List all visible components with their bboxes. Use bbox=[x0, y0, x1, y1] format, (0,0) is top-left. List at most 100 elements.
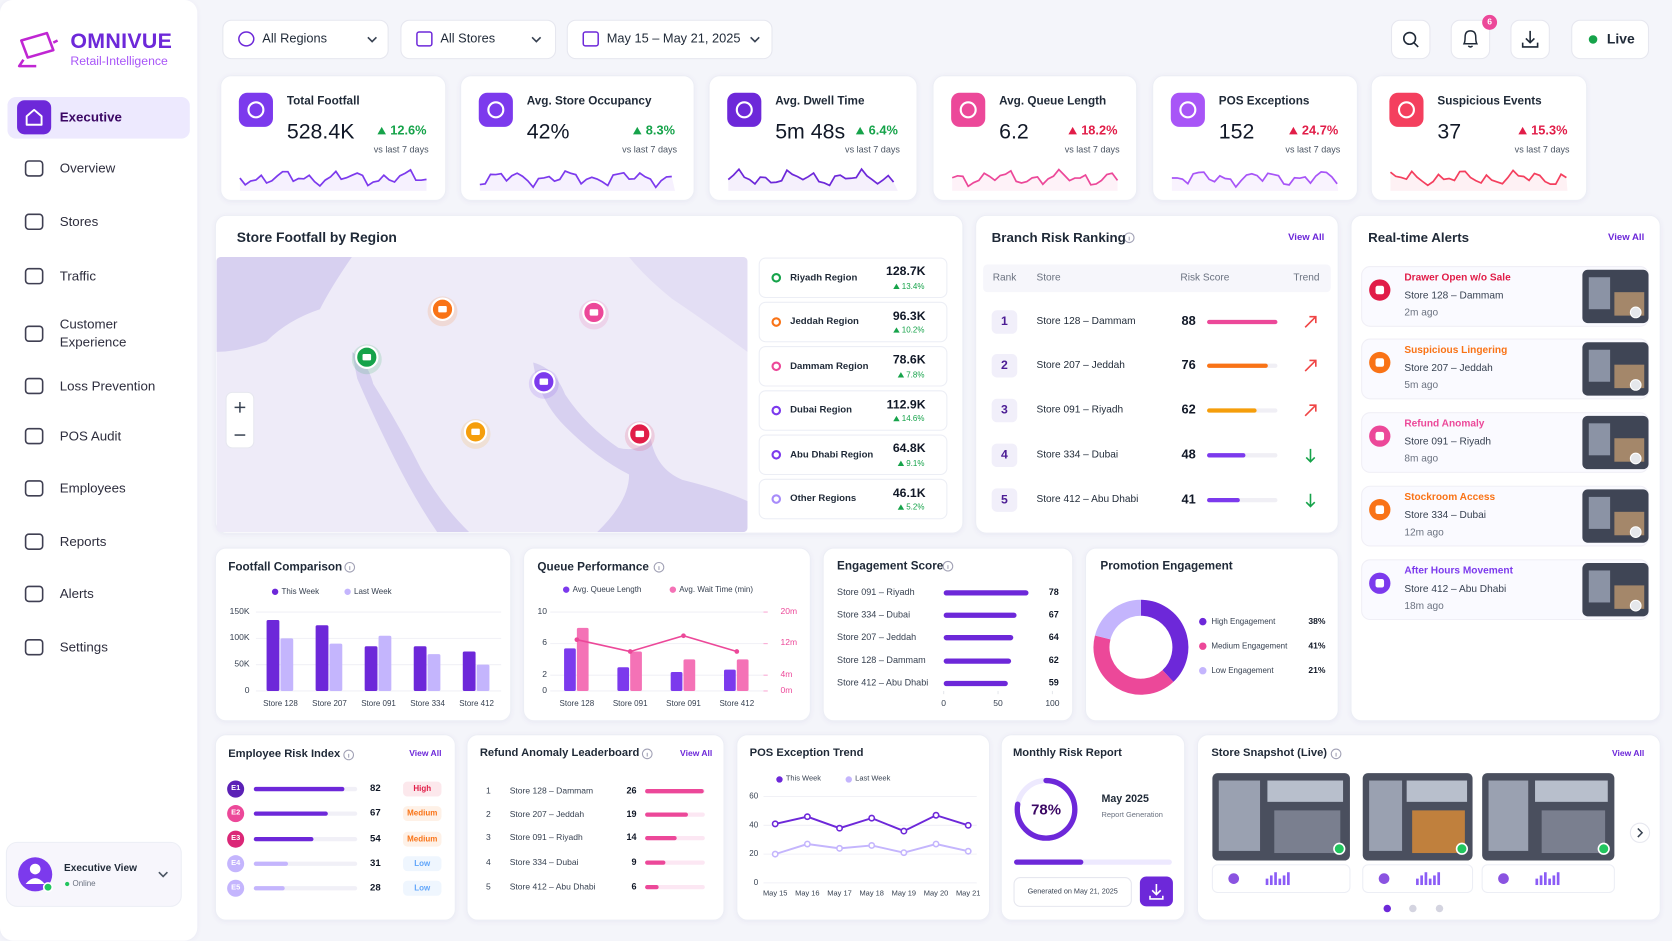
alert-store: Store 412 – Abu Dhabi bbox=[1404, 583, 1507, 595]
alert-icon-glyph bbox=[1375, 579, 1385, 588]
nav-item[interactable]: Customer Experience bbox=[59, 316, 127, 350]
line-marker bbox=[900, 827, 908, 835]
legend-dot bbox=[669, 586, 677, 593]
region-change: 10.2% bbox=[893, 325, 925, 335]
map-water bbox=[533, 362, 748, 533]
zoom-in[interactable] bbox=[234, 401, 246, 413]
legend-label: High Engagement bbox=[1211, 616, 1276, 627]
report-caption: Report Generation bbox=[1101, 811, 1163, 820]
trend-up bbox=[1304, 404, 1317, 417]
legend-label: Avg. Wait Time (min) bbox=[679, 584, 754, 595]
view-all-link[interactable]: View All bbox=[680, 748, 713, 758]
employee-id: E3 bbox=[231, 835, 241, 843]
feed-detail bbox=[1535, 780, 1608, 802]
risk-level: High bbox=[413, 783, 432, 794]
y-tick-label: 6 bbox=[542, 638, 548, 648]
employee-risk-card bbox=[214, 734, 456, 921]
camera-badge bbox=[1629, 599, 1642, 612]
filter-label[interactable]: May 15 – May 21, 2025 bbox=[606, 31, 741, 47]
view-all-link[interactable]: View All bbox=[1607, 231, 1645, 243]
kpi-label: Avg. Queue Length bbox=[999, 94, 1107, 108]
alert-time: 18m ago bbox=[1404, 600, 1444, 612]
avatar-online bbox=[42, 882, 54, 893]
view-all-link[interactable]: View All bbox=[1611, 748, 1645, 758]
bars-icon bbox=[1420, 875, 1423, 886]
x-tick-label: May 18 bbox=[859, 890, 884, 899]
kpi-icon bbox=[247, 101, 265, 119]
bars-icon bbox=[1548, 878, 1551, 886]
nav-item[interactable]: Alerts bbox=[59, 585, 94, 601]
line-marker bbox=[964, 847, 972, 855]
risk-score: 76 bbox=[1181, 357, 1196, 373]
line-marker bbox=[932, 811, 940, 819]
bars-icon bbox=[1278, 878, 1282, 886]
filter-dropdown[interactable] bbox=[222, 19, 389, 60]
count-bar bbox=[645, 885, 659, 890]
chevron bbox=[367, 36, 377, 43]
level-pill bbox=[403, 781, 442, 797]
download-icon bbox=[1521, 30, 1539, 48]
avatar-body bbox=[25, 878, 45, 884]
bar bbox=[427, 654, 441, 691]
branch-risk-card bbox=[975, 214, 1339, 534]
nav-item[interactable]: Loss Prevention bbox=[59, 378, 156, 393]
panel-title: Monthly Risk Report bbox=[1012, 746, 1122, 760]
filter-dropdown[interactable] bbox=[566, 19, 773, 60]
kpi-icon-bg bbox=[1170, 92, 1205, 127]
nav-item[interactable]: Traffic bbox=[59, 268, 97, 284]
page-dot[interactable] bbox=[1409, 904, 1417, 913]
brand-tagline: Retail-Intelligence bbox=[70, 54, 168, 68]
nav-icon bbox=[24, 480, 44, 497]
employee-id: E1 bbox=[231, 785, 241, 793]
nav-item[interactable]: Executive bbox=[59, 109, 122, 125]
nav-item[interactable]: Stores bbox=[59, 213, 99, 229]
map-water bbox=[216, 256, 352, 352]
notifications-button[interactable] bbox=[1450, 19, 1491, 60]
filter-label[interactable]: All Regions bbox=[262, 31, 328, 47]
bars-icon bbox=[1269, 875, 1273, 886]
line-marker bbox=[868, 814, 876, 822]
kpi-value: 528.4K bbox=[286, 120, 355, 144]
risk-score: 41 bbox=[1181, 491, 1196, 507]
category-label: Store 334 – Dubai bbox=[837, 609, 911, 621]
filter-icon bbox=[416, 31, 433, 47]
level-pill bbox=[403, 856, 442, 872]
panel-title: Engagement Score bbox=[837, 559, 944, 573]
category-label: Store 412 – Abu Dhabi bbox=[837, 677, 929, 689]
nav-item[interactable]: Settings bbox=[59, 639, 108, 655]
value-label: 62 bbox=[1048, 655, 1059, 666]
page-dot[interactable] bbox=[1435, 904, 1444, 913]
rank-badge bbox=[991, 398, 1018, 423]
region-dot bbox=[771, 361, 782, 372]
live-button[interactable] bbox=[1571, 19, 1650, 60]
rank-number: 1 bbox=[485, 785, 491, 796]
live-status[interactable]: Live bbox=[1606, 30, 1635, 47]
nav-item[interactable]: Reports bbox=[59, 533, 107, 549]
kpi-label: Avg. Dwell Time bbox=[775, 94, 865, 108]
category-label: Store 128 – Dammam bbox=[837, 655, 926, 666]
nav-active-bg[interactable] bbox=[7, 97, 190, 139]
panel-title: Real-time Alerts bbox=[1368, 230, 1470, 246]
filter-dropdown[interactable] bbox=[400, 19, 557, 60]
search-button[interactable] bbox=[1390, 19, 1431, 60]
value-label: 38% bbox=[1308, 616, 1326, 626]
score-value: 54 bbox=[369, 832, 381, 844]
nav-item[interactable]: POS Audit bbox=[59, 428, 122, 444]
page-dot[interactable] bbox=[1383, 904, 1391, 913]
filter-icon bbox=[238, 31, 255, 47]
bars-icon bbox=[1282, 875, 1286, 886]
next-icon bbox=[1637, 827, 1644, 838]
next-button[interactable] bbox=[1629, 822, 1651, 843]
map-water bbox=[629, 256, 748, 352]
nav-item[interactable]: Employees bbox=[59, 480, 126, 496]
filter-label[interactable]: All Stores bbox=[440, 31, 496, 47]
info-icon bbox=[641, 748, 653, 760]
view-all-link[interactable]: View All bbox=[1288, 231, 1325, 243]
view-all-link[interactable]: View All bbox=[409, 748, 442, 758]
nav-item[interactable]: Overview bbox=[59, 160, 116, 176]
kpi-icon-bg bbox=[727, 92, 762, 127]
people-icon bbox=[1498, 873, 1509, 884]
kpi-sparkline bbox=[1389, 169, 1567, 187]
score-bar bbox=[253, 811, 328, 816]
panel-title: Footfall Comparison bbox=[228, 560, 343, 574]
